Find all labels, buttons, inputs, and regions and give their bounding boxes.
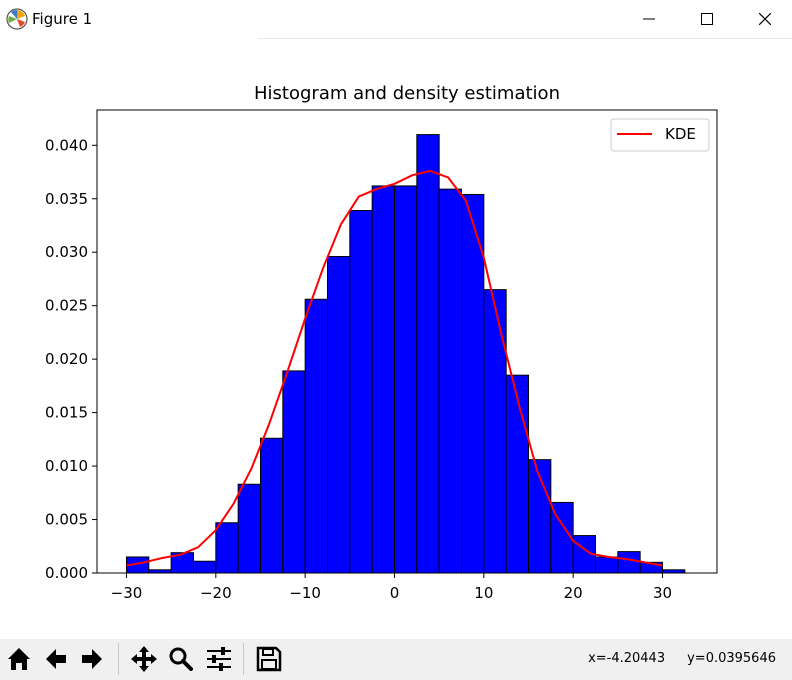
axes-frame bbox=[96, 109, 718, 574]
histogram-bar bbox=[215, 522, 239, 574]
y-coordinate-readout: y=0.0395646 bbox=[687, 651, 776, 666]
move-arrows-icon bbox=[131, 646, 157, 672]
x-tick-label: −20 bbox=[200, 584, 232, 602]
x-tick-label: 10 bbox=[474, 584, 493, 602]
y-tick-label: 0.015 bbox=[45, 404, 88, 422]
forward-button[interactable] bbox=[76, 643, 108, 675]
kde-line bbox=[126, 169, 663, 567]
histogram-bar bbox=[416, 134, 440, 574]
y-tick-label: 0.020 bbox=[45, 350, 88, 368]
arrow-right-icon bbox=[82, 649, 102, 669]
navigation-toolbar: x=-4.20443 y=0.0395646 bbox=[0, 639, 792, 680]
save-figure-button[interactable] bbox=[253, 643, 285, 675]
y-tick-label: 0.010 bbox=[45, 457, 88, 475]
x-tick-label: 30 bbox=[653, 584, 672, 602]
histogram-bar bbox=[505, 374, 529, 574]
histogram-bar bbox=[349, 210, 373, 574]
home-icon bbox=[8, 648, 30, 670]
legend-box bbox=[610, 118, 710, 152]
plot-canvas[interactable]: Histogram and density estimation −30 −20 −1… bbox=[0, 39, 792, 639]
histogram-bar bbox=[617, 551, 641, 574]
histogram-bar bbox=[192, 560, 217, 574]
legend-kde-label: KDE bbox=[665, 125, 696, 143]
title-bar: Figure 1 bbox=[0, 0, 792, 38]
x-coordinate-readout: x=-4.20443 bbox=[588, 651, 666, 666]
histogram-bar bbox=[393, 185, 418, 574]
minimize-button[interactable] bbox=[620, 0, 678, 38]
y-tick-label: 0.035 bbox=[45, 190, 88, 208]
histogram-bar bbox=[438, 188, 462, 574]
toolbar-separator bbox=[118, 643, 119, 675]
arrow-left-icon bbox=[46, 649, 66, 669]
pan-button[interactable] bbox=[128, 643, 160, 675]
maximize-button[interactable] bbox=[678, 0, 736, 38]
histogram-bar bbox=[282, 370, 306, 574]
histogram-bar bbox=[371, 185, 395, 574]
back-button[interactable] bbox=[40, 643, 72, 675]
y-tick-label: 0.000 bbox=[45, 564, 88, 582]
close-button[interactable] bbox=[736, 0, 792, 38]
floppy-disk-icon bbox=[256, 646, 282, 672]
x-tick-label: 0 bbox=[390, 584, 400, 602]
y-tick-label: 0.030 bbox=[45, 243, 88, 261]
sliders-icon bbox=[207, 647, 231, 671]
magnifier-icon bbox=[169, 647, 193, 671]
close-icon bbox=[759, 13, 771, 25]
histogram-bar bbox=[304, 298, 328, 574]
histogram-bar bbox=[595, 556, 619, 574]
home-button[interactable] bbox=[3, 643, 35, 675]
histogram-bar bbox=[326, 255, 351, 574]
x-tick-label: −30 bbox=[111, 584, 143, 602]
y-tick-label: 0.040 bbox=[45, 136, 88, 154]
legend: KDE bbox=[610, 118, 710, 152]
configure-subplots-button[interactable] bbox=[203, 643, 235, 675]
histogram-bar bbox=[237, 483, 261, 574]
maximize-icon bbox=[701, 13, 713, 25]
x-tick-label: −10 bbox=[289, 584, 321, 602]
y-tick-label: 0.025 bbox=[45, 297, 88, 315]
cursor-coordinates: x=-4.20443 y=0.0395646 bbox=[588, 651, 776, 666]
minimize-icon bbox=[643, 18, 655, 20]
zoom-button[interactable] bbox=[165, 643, 197, 675]
y-tick-label: 0.005 bbox=[45, 511, 88, 529]
histogram-bar bbox=[460, 193, 485, 574]
toolbar-separator bbox=[243, 643, 244, 675]
chart-title: Histogram and density estimation bbox=[254, 83, 560, 104]
histogram-bar bbox=[483, 289, 507, 574]
x-tick-label: 20 bbox=[564, 584, 583, 602]
title-bar-divider bbox=[258, 38, 792, 39]
histogram-bar bbox=[259, 437, 284, 574]
window-title: Figure 1 bbox=[32, 10, 93, 28]
matplotlib-logo-icon bbox=[6, 8, 28, 30]
